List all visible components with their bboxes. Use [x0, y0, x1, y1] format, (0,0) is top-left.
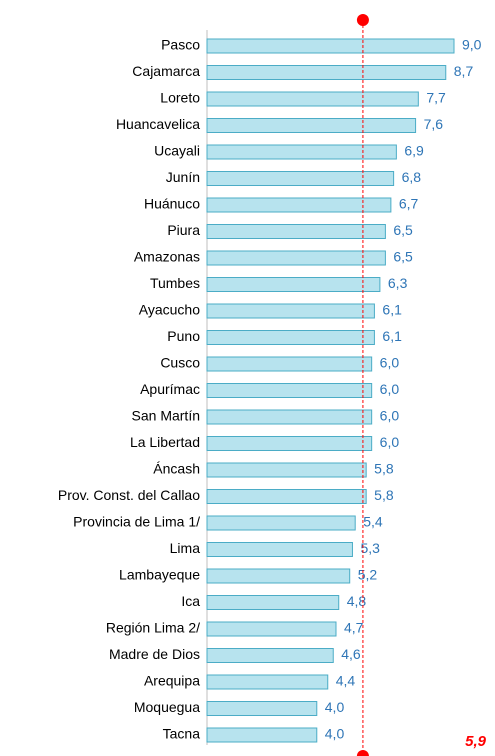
- value-label: 7,7: [426, 90, 446, 106]
- category-label: Tumbes: [150, 275, 200, 291]
- category-label: Ica: [181, 593, 200, 609]
- bar: [206, 489, 367, 504]
- value-label: 6,9: [404, 143, 424, 159]
- value-label: 9,0: [462, 37, 482, 53]
- value-label: 5,8: [374, 487, 394, 503]
- value-label: 6,3: [388, 275, 408, 291]
- bar: [206, 144, 397, 160]
- bar: [206, 701, 318, 716]
- bar: [206, 568, 351, 584]
- category-label: Moquegua: [134, 699, 200, 715]
- bar: [206, 65, 447, 80]
- bar: [206, 595, 340, 610]
- value-label: 4,7: [344, 620, 364, 636]
- value-label: 4,4: [336, 673, 356, 689]
- category-label: Puno: [167, 328, 200, 344]
- category-label: Apurímac: [140, 381, 200, 397]
- value-label: 6,5: [393, 249, 413, 265]
- bar: [206, 277, 381, 292]
- value-label: 4,0: [325, 726, 345, 742]
- bar: [206, 118, 417, 133]
- value-label: 6,0: [380, 381, 400, 397]
- value-label: 6,0: [380, 355, 400, 371]
- category-label: Arequipa: [144, 673, 200, 689]
- category-label: Lambayeque: [119, 567, 200, 583]
- category-label: Ucayali: [154, 143, 200, 159]
- reference-dot: [356, 750, 369, 756]
- bar: [206, 542, 353, 557]
- bar: [206, 356, 373, 372]
- bar: [206, 250, 386, 266]
- bar: [206, 303, 375, 319]
- value-label: 5,3: [360, 540, 380, 556]
- bar: [206, 462, 367, 478]
- category-label: Ayacucho: [139, 302, 200, 318]
- category-label: Loreto: [160, 90, 200, 106]
- bar: [206, 224, 386, 239]
- value-label: 6,1: [382, 328, 402, 344]
- category-label: Huánuco: [144, 196, 200, 212]
- bar: [206, 171, 395, 186]
- bar: [206, 436, 373, 451]
- value-label: 4,8: [347, 593, 367, 609]
- value-label: 6,0: [380, 408, 400, 424]
- bar: [206, 91, 419, 107]
- category-label: Tacna: [163, 726, 201, 742]
- value-label: 6,1: [382, 302, 402, 318]
- category-label: Junín: [166, 169, 200, 185]
- category-label: Prov. Const. del Callao: [58, 487, 200, 503]
- value-label: 4,0: [325, 699, 345, 715]
- value-label: 6,0: [380, 434, 400, 450]
- value-label: 6,5: [393, 222, 413, 238]
- category-label: Lima: [170, 540, 201, 556]
- value-label: 5,2: [358, 567, 378, 583]
- bar: [206, 409, 373, 425]
- bar: [206, 621, 337, 637]
- bar: [206, 197, 392, 213]
- bar: [206, 330, 375, 345]
- category-label: Piura: [167, 222, 200, 238]
- bar: [206, 383, 373, 398]
- category-label: San Martín: [132, 408, 200, 424]
- value-label: 6,7: [399, 196, 419, 212]
- category-label: Madre de Dios: [109, 646, 200, 662]
- category-label: Cajamarca: [132, 63, 200, 79]
- bar: [206, 727, 318, 743]
- bar: [206, 674, 329, 690]
- bar: [206, 38, 455, 54]
- category-label: Huancavelica: [116, 116, 200, 132]
- value-label: 5,4: [363, 514, 383, 530]
- value-label: 8,7: [454, 63, 474, 79]
- reference-dot: [356, 14, 369, 26]
- category-label: Pasco: [161, 37, 200, 53]
- reference-label: 5,9: [465, 733, 487, 750]
- bar: [206, 648, 334, 663]
- category-label: Región Lima 2/: [106, 620, 200, 636]
- value-label: 4,6: [341, 646, 361, 662]
- value-label: 5,8: [374, 461, 394, 477]
- category-label: Amazonas: [134, 249, 200, 265]
- category-label: La Libertad: [130, 434, 200, 450]
- value-label: 7,6: [424, 116, 444, 132]
- value-label: 6,8: [402, 169, 422, 185]
- category-label: Cusco: [160, 355, 200, 371]
- bar: [206, 515, 356, 531]
- category-label: Áncash: [153, 461, 200, 477]
- category-label: Provincia de Lima 1/: [73, 514, 200, 530]
